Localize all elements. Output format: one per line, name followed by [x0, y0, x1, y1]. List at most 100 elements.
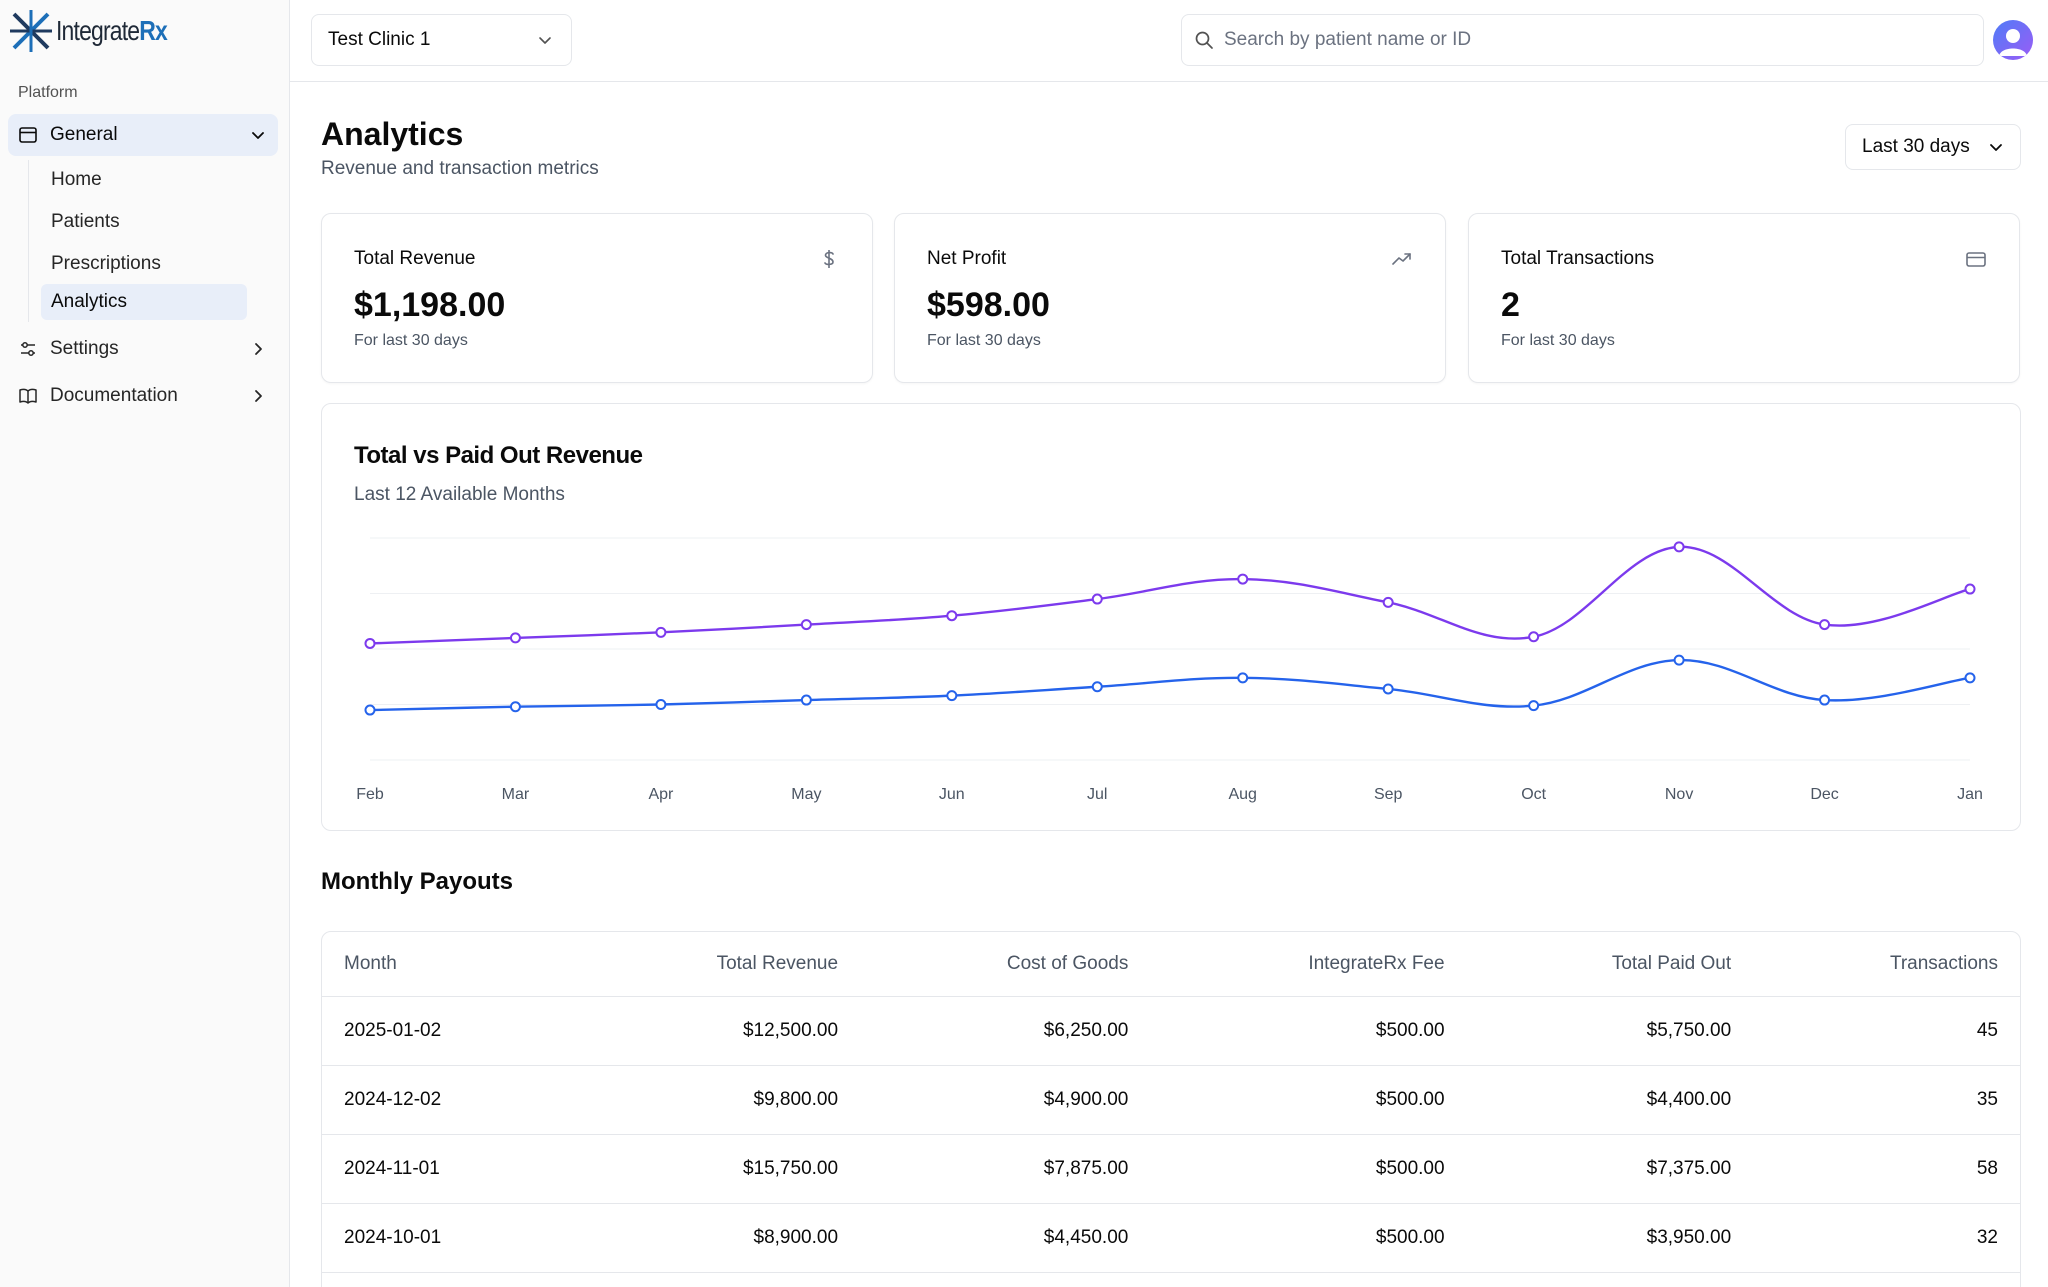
payouts-table: Month Total Revenue Cost of Goods Integr… [321, 931, 2021, 1287]
column-header-fee: IntegrateRx Fee [1150, 932, 1467, 997]
chart-point-2-mar [509, 701, 521, 713]
cell-cost-of-goods: $7,875.00 [860, 1134, 1151, 1204]
sidebar-item-general[interactable]: General [8, 114, 278, 156]
cell-cost-of-goods: $6,250.00 [860, 996, 1151, 1066]
column-header-total-revenue: Total Revenue [569, 932, 861, 997]
card-net-profit: Net Profit $598.00 For last 30 days [894, 213, 1446, 383]
cell-fee: $500.00 [1150, 996, 1467, 1066]
search-icon [1195, 31, 1213, 49]
sidebar-item-documentation[interactable]: Documentation [8, 376, 278, 416]
chart-x-tick-label: Sep [1374, 786, 1403, 803]
chart-point-2-oct [1528, 700, 1540, 712]
cell-month: 2025-01-02 [322, 996, 570, 1066]
table-row: 2024-12-02 $9,800.00 $4,900.00 $500.00 $… [322, 1065, 2020, 1135]
revenue-line-chart: Feb Mar Apr May Jun Jul Aug Sep Oct Nov Dec Jan [356, 537, 1983, 803]
chart-x-tick-label: Feb [356, 786, 384, 803]
sidebar: IntegrateRx Platform General Home Patien… [0, 0, 290, 1287]
column-header-transactions: Transactions [1753, 932, 2020, 997]
chart-point-1-feb [364, 637, 376, 649]
page-subtitle: Revenue and transaction metrics [321, 158, 599, 179]
brand-name: IntegrateRx [56, 15, 168, 46]
chart-subtitle: Last 12 Available Months [354, 484, 565, 505]
chart-point-2-jul [1091, 681, 1103, 693]
table-row: 2024-11-01 $15,750.00 $7,875.00 $500.00 … [322, 1134, 2020, 1204]
card-total-revenue: Total Revenue $1,198.00 For last 30 days [321, 213, 873, 383]
cell-month: 2024-11-01 [322, 1134, 570, 1204]
sidebar-item-analytics[interactable]: Analytics [41, 284, 247, 320]
monthly-payouts-title: Monthly Payouts [321, 868, 514, 895]
chart-point-2-nov [1673, 654, 1685, 666]
trending-up-icon [1392, 253, 1411, 265]
chart-point-2-jun [946, 690, 958, 702]
avatar[interactable] [1993, 20, 2033, 60]
chart-point-1-may [800, 619, 812, 631]
cell-total-paid-out: $4,400.00 [1466, 1065, 1754, 1135]
chart-point-2-may [800, 694, 812, 706]
chart-x-tick-label: Nov [1665, 786, 1693, 803]
chart-x-tick-label: Dec [1810, 786, 1838, 803]
chart-point-1-oct [1528, 631, 1540, 643]
cell-fee: $500.00 [1150, 1134, 1467, 1204]
date-range-select[interactable]: Last 30 days [1845, 124, 2021, 170]
sidebar-item-settings[interactable]: Settings [8, 329, 278, 369]
card-total-transactions: Total Transactions 2 For last 30 days [1468, 213, 2020, 383]
chart-point-1-jan [1964, 583, 1976, 595]
chevron-down-icon [252, 132, 264, 139]
chevron-down-icon [1990, 144, 2002, 151]
card-title: Net Profit [927, 248, 1007, 269]
search-box [1181, 14, 1984, 66]
chart-x-tick-label: Mar [502, 786, 530, 803]
chart-point-2-jan [1964, 672, 1976, 684]
revenue-chart-card: Feb Mar Apr May Jun Jul Aug Sep Oct Nov Dec Jan Tot… [321, 403, 2021, 831]
chart-title: Total vs Paid Out Revenue [354, 442, 643, 469]
chart-x-tick-label: Jul [1087, 786, 1107, 803]
card-value: $1,198.00 [354, 286, 506, 324]
cell-transactions: 58 [1753, 1134, 2020, 1204]
card-subtext: For last 30 days [354, 332, 468, 349]
logo[interactable]: IntegrateRx [8, 8, 191, 54]
chart-point-2-feb [364, 704, 376, 716]
chart-point-1-dec [1819, 619, 1831, 631]
cell-month: 2024-12-02 [322, 1065, 570, 1135]
cell-fee: $500.00 [1150, 1203, 1467, 1273]
chart-x-tick-label: Jun [939, 786, 965, 803]
cell-total-paid-out: $5,750.00 [1466, 996, 1754, 1066]
chart-x-tick-label: May [791, 786, 821, 803]
chart-x-tick-label: Oct [1521, 786, 1546, 803]
sidebar-item-label: Settings [50, 338, 119, 359]
chart-x-tick-label: Aug [1228, 786, 1256, 803]
sidebar-item-patients[interactable]: Patients [51, 211, 120, 232]
sliders-icon [21, 342, 35, 356]
cell-cost-of-goods: $4,450.00 [860, 1203, 1151, 1273]
card-subtext: For last 30 days [927, 332, 1041, 349]
chart-point-2-aug [1237, 672, 1249, 684]
chevron-right-icon [255, 390, 262, 402]
page-title: Analytics [321, 116, 464, 152]
sidebar-item-prescriptions[interactable]: Prescriptions [51, 253, 161, 274]
credit-card-icon [1966, 252, 1986, 267]
cell-total-revenue: $15,750.00 [569, 1134, 861, 1204]
chart-point-2-apr [655, 699, 667, 710]
column-header-total-paid-out: Total Paid Out [1466, 932, 1754, 997]
cell-fee: $500.00 [1150, 1065, 1467, 1135]
column-header-cost-of-goods: Cost of Goods [860, 932, 1151, 997]
clinic-select-value: Test Clinic 1 [328, 29, 431, 50]
calendar-icon [19, 127, 37, 143]
clinic-select[interactable]: Test Clinic 1 [311, 14, 572, 66]
cell-month: 2024-10-01 [322, 1203, 570, 1273]
table-row: 2025-01-02 $12,500.00 $6,250.00 $500.00 … [322, 996, 2020, 1066]
chart-series-line-2 [369, 658, 1971, 712]
table-row [322, 1272, 2020, 1287]
cell-total-revenue: $9,800.00 [569, 1065, 861, 1135]
card-title: Total Revenue [354, 248, 476, 269]
chart-point-2-sep [1382, 683, 1394, 695]
sidebar-item-label: Documentation [50, 385, 178, 406]
chart-point-1-mar [509, 632, 521, 644]
cell-transactions: 45 [1753, 996, 2020, 1066]
sidebar-item-home[interactable]: Home [51, 169, 102, 190]
chart-point-2-dec [1819, 694, 1831, 706]
column-header-month: Month [322, 932, 570, 997]
search-input[interactable] [1224, 29, 1964, 51]
section-label-platform: Platform [18, 84, 78, 101]
date-range-value: Last 30 days [1862, 136, 1970, 157]
